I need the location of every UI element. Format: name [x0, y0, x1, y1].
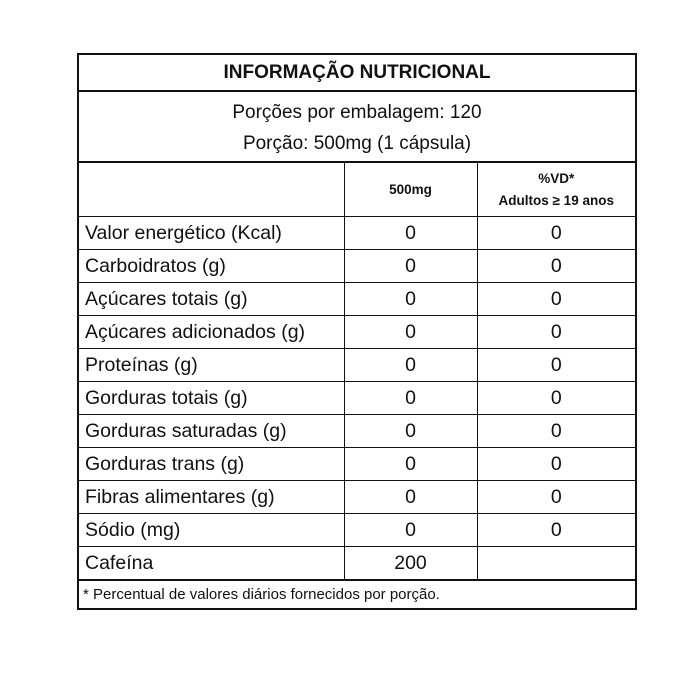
- table-row: Valor energético (Kcal) 0 0: [79, 216, 635, 250]
- table-row: Fibras alimentares (g) 0 0: [79, 480, 635, 514]
- nutrient-daily-value: 0: [476, 348, 635, 382]
- nutrient-daily-value: 0: [476, 480, 635, 514]
- label-title: INFORMAÇÃO NUTRICIONAL: [79, 55, 635, 92]
- nutrient-name: Sódio (mg): [79, 513, 345, 547]
- serving-info: Porções por embalagem: 120 Porção: 500mg…: [79, 92, 635, 163]
- serving-size: Porção: 500mg (1 cápsula): [242, 133, 472, 154]
- nutrient-amount: 0: [343, 315, 478, 349]
- nutrient-daily-value: 0: [476, 282, 635, 316]
- table-row: Gorduras totais (g) 0 0: [79, 381, 635, 415]
- table-row: Carboidratos (g) 0 0: [79, 249, 635, 283]
- nutrient-daily-value: 0: [476, 447, 635, 481]
- table-row: Gorduras saturadas (g) 0 0: [79, 414, 635, 448]
- nutrient-amount: 0: [343, 249, 478, 283]
- nutrition-table: 500mg %VD* Adultos ≥ 19 anos Valor energ…: [79, 163, 635, 580]
- nutrient-amount: 0: [343, 414, 478, 448]
- nutrient-daily-value: [476, 546, 635, 580]
- nutrient-name: Gorduras trans (g): [79, 447, 345, 481]
- nutrient-daily-value: 0: [476, 414, 635, 448]
- nutrient-name: Açúcares adicionados (g): [79, 315, 345, 349]
- table-row: Cafeína 200: [79, 546, 635, 580]
- nutrient-daily-value: 0: [476, 381, 635, 415]
- nutrient-amount: 200: [343, 546, 478, 580]
- nutrient-name: Gorduras totais (g): [79, 381, 345, 415]
- header-amount: 500mg: [343, 163, 478, 217]
- nutrient-amount: 0: [343, 282, 478, 316]
- nutrient-amount: 0: [343, 447, 478, 481]
- nutrient-amount: 0: [343, 480, 478, 514]
- header-nutrient: [79, 163, 345, 217]
- nutrient-daily-value: 0: [476, 249, 635, 283]
- nutrient-amount: 0: [343, 513, 478, 547]
- table-row: Açúcares adicionados (g) 0 0: [79, 315, 635, 349]
- nutrient-daily-value: 0: [476, 216, 635, 250]
- table-row: Proteínas (g) 0 0: [79, 348, 635, 382]
- nutrient-name: Carboidratos (g): [79, 249, 345, 283]
- table-row: Açúcares totais (g) 0 0: [79, 282, 635, 316]
- nutrient-daily-value: 0: [476, 513, 635, 547]
- nutrient-name: Fibras alimentares (g): [79, 480, 345, 514]
- header-dv-subtitle: Adultos ≥ 19 anos: [498, 192, 614, 208]
- nutrient-name: Açúcares totais (g): [79, 282, 345, 316]
- nutrient-name: Cafeína: [79, 546, 345, 580]
- table-header-row: 500mg %VD* Adultos ≥ 19 anos: [79, 163, 635, 217]
- nutrition-facts-label: INFORMAÇÃO NUTRICIONAL Porções por embal…: [77, 53, 637, 610]
- nutrient-daily-value: 0: [476, 315, 635, 349]
- nutrient-amount: 0: [343, 348, 478, 382]
- footnote: * Percentual de valores diários fornecid…: [79, 580, 635, 608]
- servings-per-package: Porções por embalagem: 120: [232, 102, 482, 123]
- header-dv-label: %VD*: [538, 170, 575, 186]
- table-row: Gorduras trans (g) 0 0: [79, 447, 635, 481]
- nutrient-name: Proteínas (g): [79, 348, 345, 382]
- nutrient-amount: 0: [343, 381, 478, 415]
- table-row: Sódio (mg) 0 0: [79, 513, 635, 547]
- header-daily-value: %VD* Adultos ≥ 19 anos: [476, 163, 635, 217]
- nutrient-name: Valor energético (Kcal): [79, 216, 345, 250]
- nutrient-amount: 0: [343, 216, 478, 250]
- nutrient-name: Gorduras saturadas (g): [79, 414, 345, 448]
